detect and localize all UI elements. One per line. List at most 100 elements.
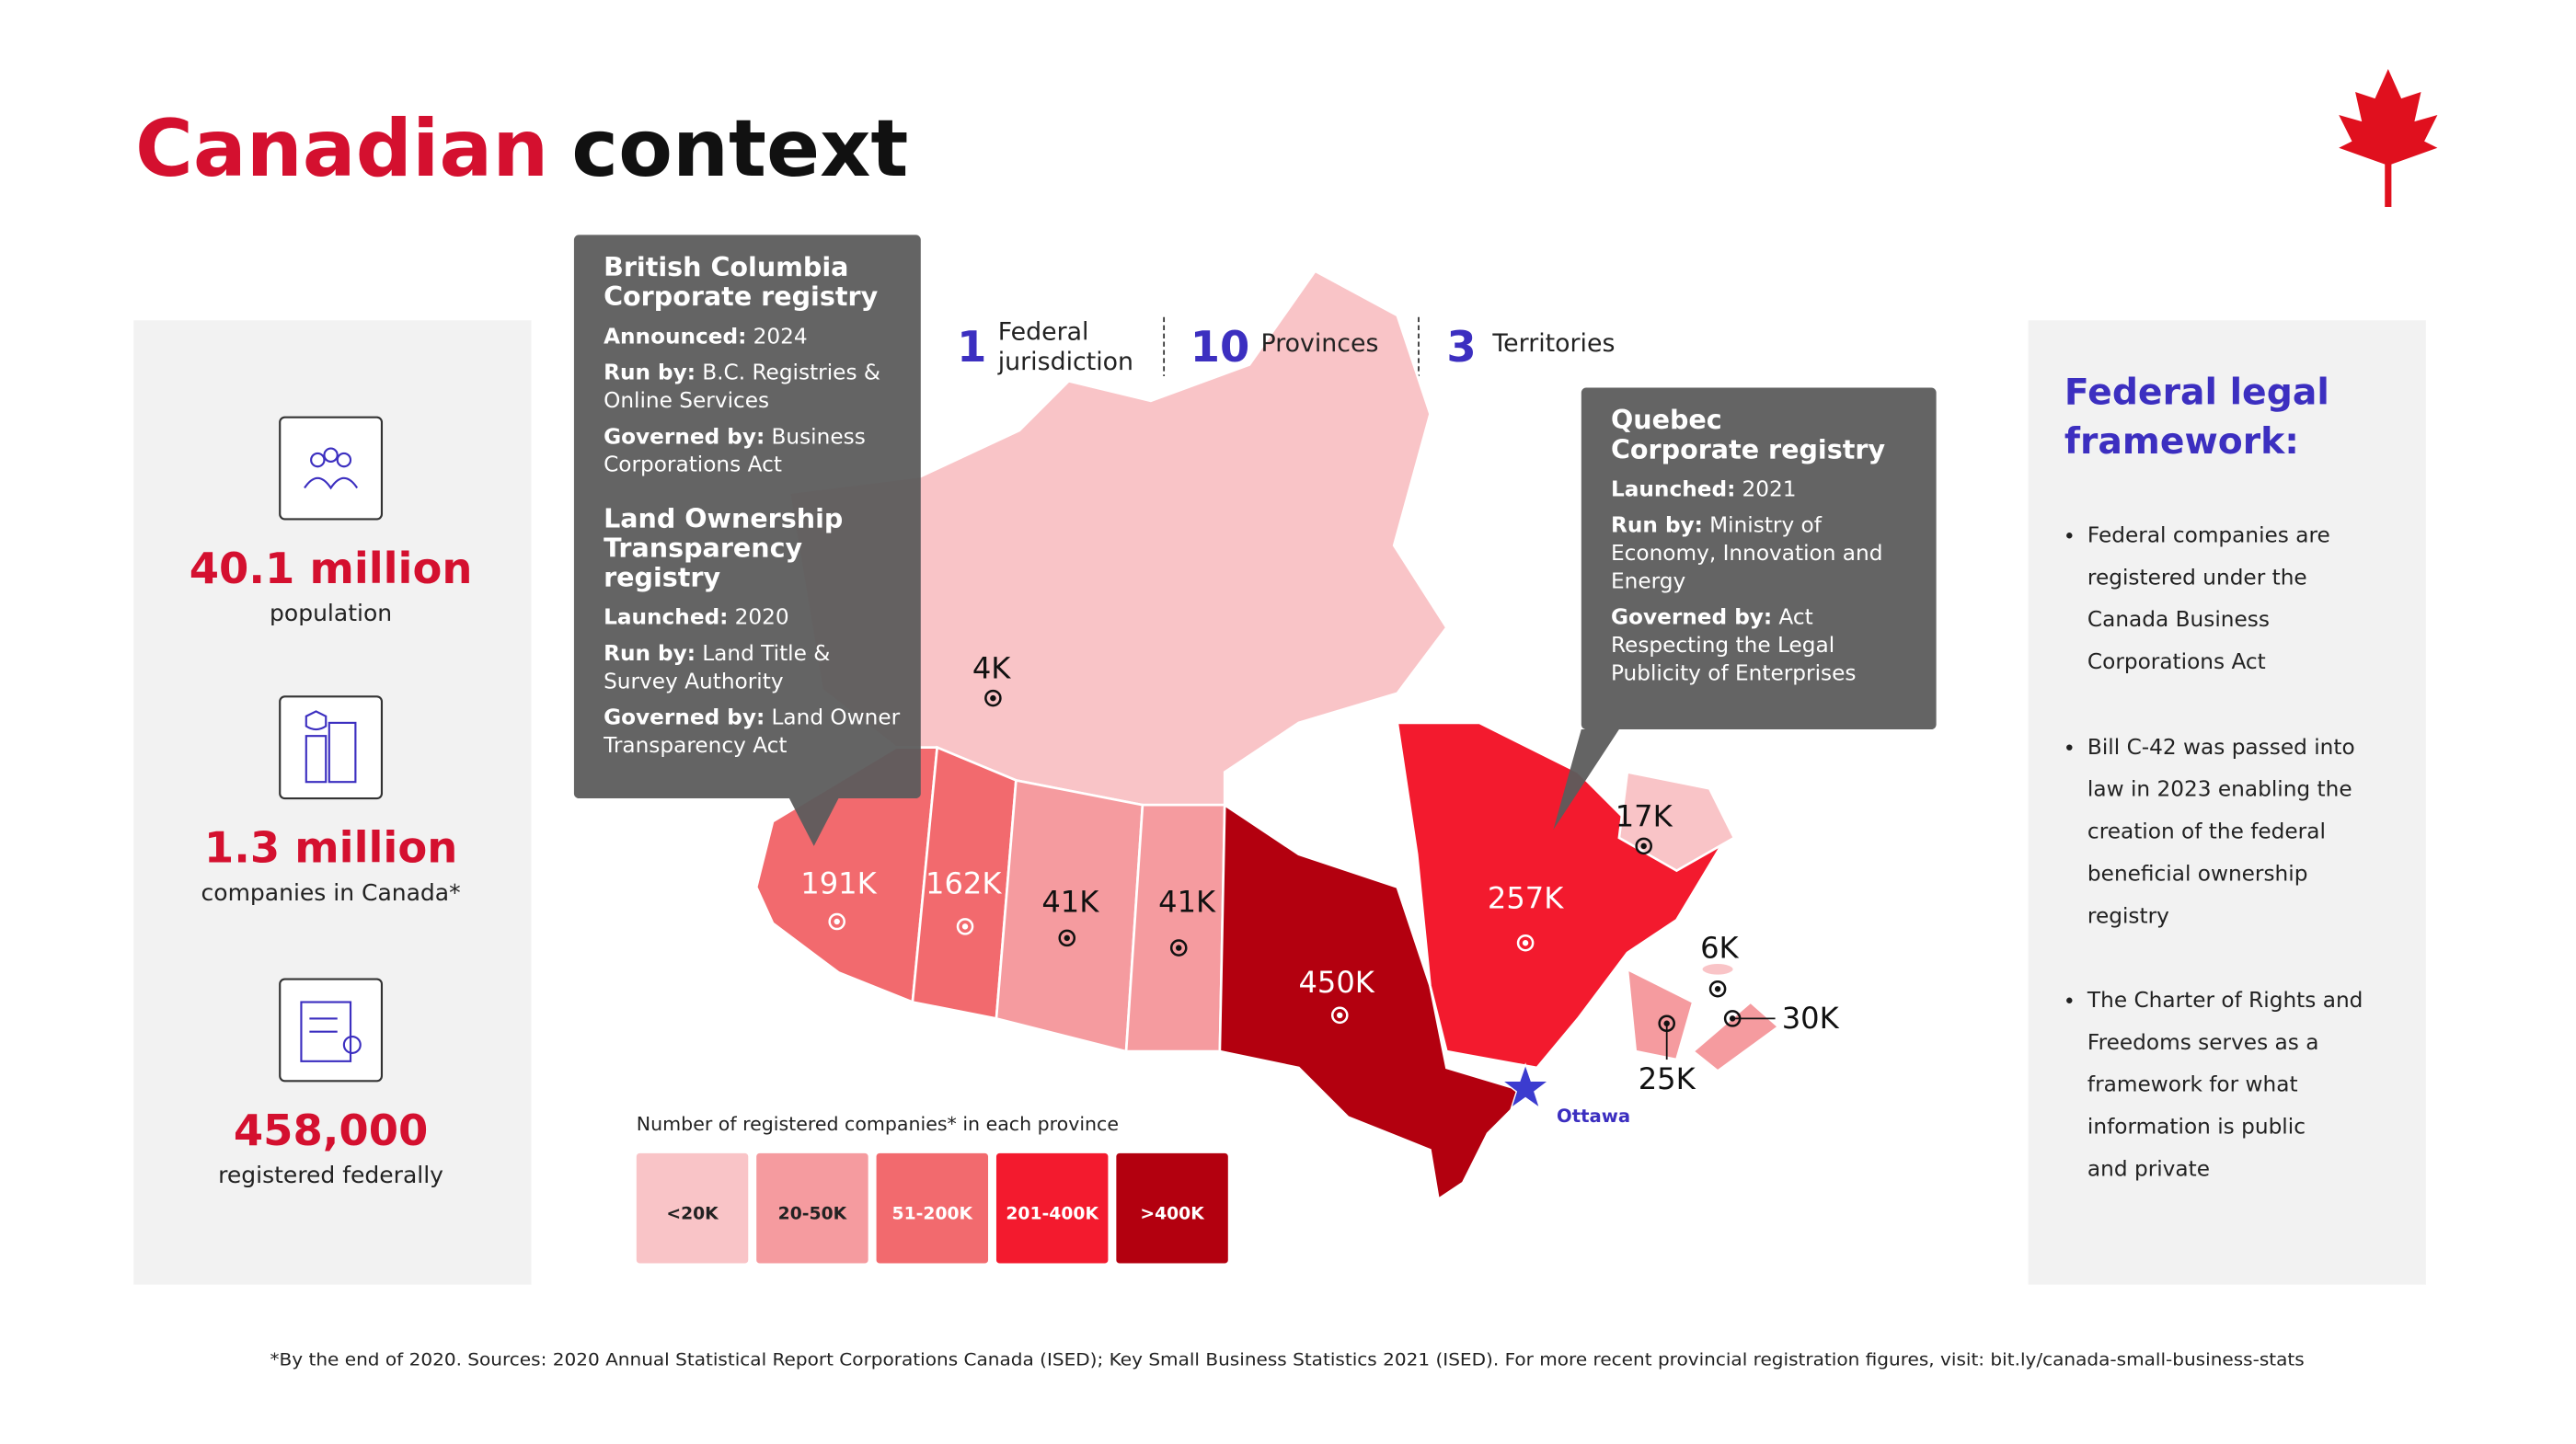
bullet-dot [2066,744,2073,751]
bullet-line: creation of the federal [2087,819,2326,844]
icon-federal [279,978,384,1083]
callout-value: Economy, Innovation and [1611,541,1882,566]
callout-key: Announced: [604,324,746,349]
marker [1658,1014,1675,1033]
marker-dot [1640,842,1647,850]
callout-item: Launched: 2021 [1611,476,1797,501]
marker [1708,980,1727,998]
legend-swatch [636,1152,749,1264]
bullet-line: framework for what [2087,1072,2298,1097]
callout-title: registry [604,562,720,593]
callout-key: Governed by: [604,424,765,449]
region-label: 30K [1782,1001,1840,1036]
marker [956,918,974,935]
stat-label: companies in Canada* [201,879,461,906]
summary-label: Territories [1491,329,1615,358]
callout-value: Respecting the Legal [1611,633,1834,658]
callout-item: Publicity of Enterprises [1611,660,1857,685]
callout-key: Launched: [604,605,728,630]
marker-dot [990,694,996,702]
bullet-dot [2066,997,2073,1003]
summary-label: Provinces [1261,329,1379,358]
callout-pointer [1553,729,1619,830]
marker [1516,934,1535,952]
legend-label: 201-400K [1006,1204,1099,1223]
marker-dot [1176,945,1182,951]
bullet-line: and private [2087,1157,2210,1182]
callout-value: Ministry of [1709,513,1823,538]
legend-label: <20K [666,1204,719,1223]
callout-item: Survey Authority [604,669,784,693]
callout-item: Online Services [604,388,769,413]
bullet-line: Canada Business [2087,607,2270,632]
callout-value: Land Title & [702,641,830,666]
right-panel [2028,320,2426,1285]
callout-value: Survey Authority [604,669,784,693]
callout-value: 2020 [735,605,789,630]
callout-item: Run by: B.C. Registries & [604,361,880,385]
marker-dot [1663,1020,1670,1026]
panel-title: Federal legal [2064,372,2329,413]
bullet-line: The Charter of Rights and [2087,988,2363,1013]
footnote: *By the end of 2020. Sources: 2020 Annua… [270,1350,2304,1370]
bullet-line: Federal companies are [2087,522,2330,547]
marker-dot [961,923,969,930]
stat-label: registered federally [218,1162,443,1188]
legend-label: >400K [1140,1204,1205,1223]
marker-dot [1714,986,1721,992]
bullet-line: beneficial ownership [2087,862,2308,887]
marker [1169,939,1188,957]
capital-star [1500,1062,1551,1110]
region [1218,802,1532,1202]
marker [1635,837,1652,855]
region [1626,967,1695,1061]
region-label: 6K [1700,930,1739,965]
legend-label: 51-200K [892,1204,974,1223]
callout-pointer [788,798,839,846]
legend-swatch [995,1152,1109,1264]
callout-item: Governed by: Land Owner [604,705,901,730]
title: Canadian context [135,103,908,195]
marker-dot [1522,940,1529,946]
icons [279,416,384,1083]
marker [984,689,1002,707]
bullet-line: law in 2023 enabling the [2087,777,2352,802]
callout-key: Run by: [604,361,696,385]
marker [828,912,845,931]
bullet-line: registered under the [2087,565,2307,590]
callout-value: 2024 [753,324,808,349]
icon-companies [279,695,384,800]
title-black: context [571,103,908,195]
callout-key: Run by: [604,641,696,666]
summary-label: Federal [998,318,1089,347]
region-label: 41K [1158,884,1216,919]
summary-number: 1 [957,322,986,372]
map [754,269,1781,1202]
callout-item: Transparency Act [603,733,787,758]
callout-item: Corporations Act [604,453,782,477]
callout-item: Run by: Land Title & [604,641,830,666]
callout-key: Governed by: [604,705,765,730]
callout-title: British Columbia [604,251,848,282]
callout-title: Land Ownership [604,502,843,533]
callout-value: Business [771,424,865,449]
panel-title: framework: [2064,421,2299,463]
title-red: Canadian [135,103,548,195]
bullet-line: Corporations Act [2087,649,2266,674]
callout-box [1581,387,1937,730]
callout-key: Governed by: [1611,605,1772,630]
summary-number: 3 [1446,322,1476,372]
callout-item: Energy [1611,568,1686,593]
callout-item: Launched: 2020 [604,605,789,630]
summary-label: jurisdiction [997,348,1133,376]
stat-value: 1.3 million [204,823,457,873]
marker [1723,1010,1742,1027]
icon-population [279,416,384,521]
callout-value: Transparency Act [603,733,787,758]
region [1699,961,1736,978]
region-label: 450K [1298,965,1374,1000]
bullet-dot [2066,533,2073,539]
maple-leaf [2339,69,2438,208]
callout-value: Publicity of Enterprises [1611,660,1857,685]
